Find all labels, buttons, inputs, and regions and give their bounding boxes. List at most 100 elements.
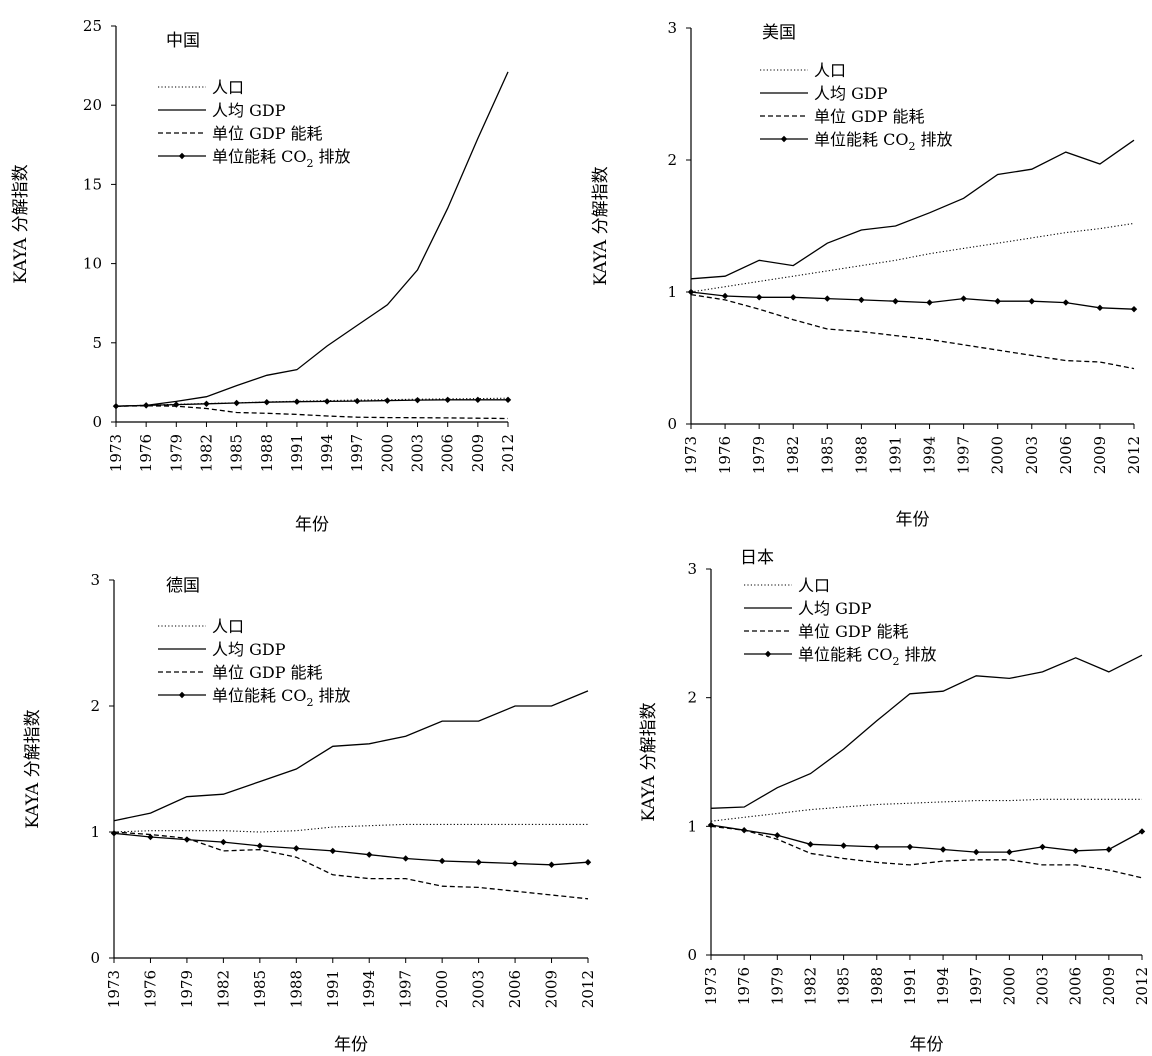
series-point — [173, 401, 180, 408]
x-tick-label: 2012 — [499, 434, 517, 472]
x-tick-label: 1994 — [934, 967, 952, 1005]
x-tick-label: 2003 — [1034, 967, 1052, 1005]
series-point — [504, 396, 512, 404]
series-point — [960, 295, 967, 302]
x-tick-label: 1976 — [137, 434, 155, 472]
legend-label: 人均 GDP — [814, 84, 888, 103]
series-point — [293, 398, 301, 405]
series-point — [1105, 846, 1113, 853]
x-tick-label: 1976 — [141, 970, 159, 1008]
chart-title: 美国 — [762, 23, 796, 43]
x-tick-label: 1991 — [324, 970, 342, 1008]
x-axis-title: 年份 — [295, 515, 329, 535]
series-point — [721, 292, 729, 300]
legend-marker — [178, 691, 186, 699]
series-point — [402, 855, 409, 862]
x-tick-label: 1979 — [768, 967, 786, 1005]
series-point — [1039, 843, 1046, 851]
legend-label: 人均 GDP — [212, 101, 286, 120]
legend-label: 单位 GDP 能耗 — [798, 622, 909, 641]
x-tick-label: 1985 — [251, 970, 269, 1008]
chart-panel-4: 0 1 2 3 1973 1976 1979 1982 1985 1988 1991 1994 1997… — [639, 548, 1151, 1055]
series-point — [256, 842, 264, 850]
series-point — [1138, 828, 1146, 835]
y-tick-label: 2 — [90, 697, 100, 715]
series-line-3 — [710, 825, 1143, 879]
x-tick-label: 1976 — [716, 436, 734, 474]
x-tick-label: 2009 — [1100, 967, 1118, 1005]
chart-title: 德国 — [166, 576, 200, 596]
series-point — [1130, 305, 1138, 313]
chart-panel-1: 0 5 10 15 20 25 1973 1976 1979 1982 1985 1988 1991 19… — [11, 17, 517, 535]
series-point — [438, 857, 446, 865]
y-tick-label: 0 — [92, 413, 102, 431]
x-tick-label: 1982 — [197, 434, 215, 472]
series-point — [548, 861, 555, 868]
y-axis-title: KAYA 分解指数 — [11, 164, 31, 283]
y-axis-title: KAYA 分解指数 — [591, 166, 611, 285]
x-tick-label: 1997 — [397, 970, 415, 1008]
y-tick-label: 2 — [687, 689, 697, 707]
legend-marker — [780, 135, 788, 143]
y-tick-label: 5 — [92, 334, 102, 352]
x-tick-label: 1988 — [868, 967, 886, 1005]
x-tick-label: 1988 — [258, 434, 276, 472]
series-point — [263, 399, 270, 406]
y-tick-label: 3 — [90, 571, 100, 589]
x-tick-label: 1988 — [287, 970, 305, 1008]
series-point — [755, 294, 763, 301]
series-point — [183, 836, 191, 843]
x-tick-label: 2006 — [439, 434, 457, 472]
x-tick-label: 1994 — [318, 434, 336, 472]
y-tick-label: 0 — [667, 415, 677, 433]
legend-label: 单位 GDP 能耗 — [212, 663, 323, 682]
series-point — [858, 296, 865, 304]
y-tick-label: 3 — [687, 560, 697, 578]
legend-label: 单位能耗 CO2 排放 — [798, 645, 937, 668]
x-tick-label: 2003 — [1023, 436, 1041, 474]
series-point — [584, 859, 592, 866]
series-point — [892, 298, 899, 305]
series-point — [475, 859, 482, 866]
x-tick-label: 2000 — [378, 434, 396, 472]
series-point — [687, 288, 695, 296]
chart-title: 中国 — [166, 31, 200, 51]
x-tick-label: 2003 — [470, 970, 488, 1008]
x-tick-label: 2012 — [1133, 967, 1151, 1005]
legend-label: 单位 GDP 能耗 — [212, 124, 323, 143]
series-line-2 — [113, 690, 589, 822]
series-point — [323, 398, 331, 405]
legend-label: 人口 — [798, 576, 830, 595]
series-point — [384, 397, 391, 404]
x-tick-label: 1997 — [967, 967, 985, 1005]
series-line-4 — [690, 291, 1135, 310]
series-point — [147, 833, 154, 841]
x-tick-label: 1973 — [107, 434, 125, 472]
series-point — [807, 841, 814, 848]
y-tick-label: 25 — [83, 17, 102, 35]
legend-label: 单位 GDP 能耗 — [814, 107, 925, 126]
chart-panel-3: 0 1 2 3 1973 1976 1979 1982 1985 1988 1991 1994 1997… — [23, 571, 597, 1055]
series-point — [1028, 298, 1035, 305]
y-axis-title: KAYA 分解指数 — [639, 702, 659, 821]
x-tick-label: 2006 — [1067, 967, 1085, 1005]
series-point — [366, 851, 373, 858]
x-tick-label: 1985 — [818, 436, 836, 474]
x-tick-label: 1985 — [835, 967, 853, 1005]
series-point — [444, 396, 451, 404]
x-tick-label: 1973 — [702, 967, 720, 1005]
series-point — [233, 399, 240, 407]
legend-label: 人口 — [212, 78, 244, 97]
x-tick-label: 1976 — [735, 967, 753, 1005]
series-line-3 — [113, 831, 589, 900]
x-tick-label: 1991 — [288, 434, 306, 472]
x-tick-label: 2006 — [506, 970, 524, 1008]
series-line-3 — [690, 293, 1135, 370]
x-tick-label: 1979 — [750, 436, 768, 474]
y-tick-label: 20 — [83, 96, 102, 114]
y-tick-label: 1 — [90, 823, 100, 841]
x-tick-label: 2000 — [433, 970, 451, 1008]
series-point — [110, 830, 118, 837]
series-line-4 — [113, 832, 589, 866]
